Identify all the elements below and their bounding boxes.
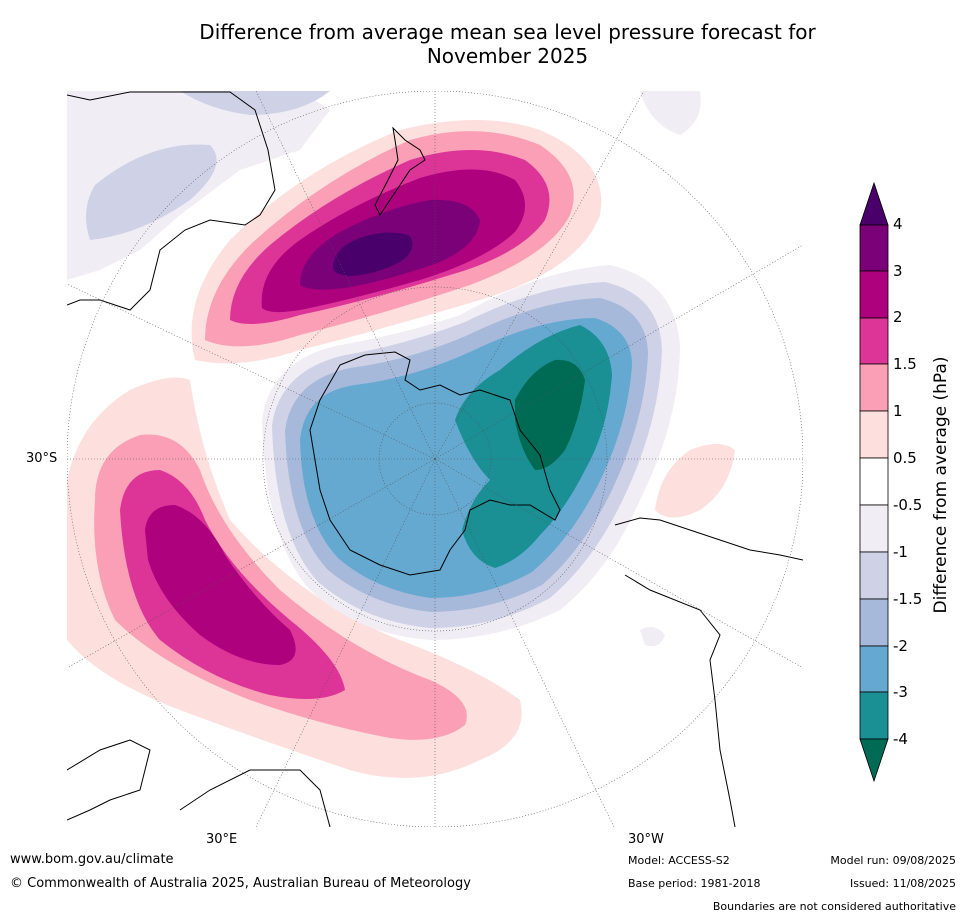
footer-copyright: © Commonwealth of Australia 2025, Austra… — [10, 876, 471, 891]
footer-issued: Issued: 11/08/2025 — [849, 877, 956, 890]
colorbar-n05-05 — [859, 457, 889, 506]
colorbar-p3-4 — [859, 224, 889, 272]
colorbar-extend-top — [859, 181, 889, 226]
colorbar-p2-3 — [859, 270, 889, 319]
positive-east-p05 — [655, 444, 735, 518]
graticule — [67, 91, 803, 827]
colorbar-n3-n2 — [859, 645, 889, 693]
colorbar-n15-n1 — [859, 551, 889, 600]
coast-australia — [67, 91, 276, 311]
negative-region-northeast — [640, 91, 701, 135]
title-line-2: November 2025 — [426, 44, 589, 68]
colorbar-tick-neg-1-5: -1.5 — [893, 590, 923, 608]
colorbar-tick-4: 4 — [893, 215, 903, 233]
map-field — [67, 91, 803, 827]
coast-antarctica — [309, 351, 561, 576]
colorbar-n2-n15 — [859, 598, 889, 647]
coast-south-america — [614, 517, 803, 827]
lat-label-30s: 30°S — [26, 451, 58, 466]
colorbar — [859, 181, 889, 783]
title-line-1: Difference from average mean sea level p… — [199, 20, 816, 44]
footer-disclaimer: Boundaries are not considered authoritat… — [712, 900, 956, 913]
footer-website: www.bom.gov.au/climate — [10, 852, 174, 867]
chart-title: Difference from average mean sea level p… — [100, 20, 915, 68]
colorbar-tick-1-5: 1.5 — [893, 355, 917, 373]
negative-region-north — [180, 91, 330, 115]
colorbar-extend-bottom — [859, 738, 889, 783]
colorbar-n1-n05 — [859, 504, 889, 553]
colorbar-tick-2: 2 — [893, 308, 903, 326]
colorbar-tick-1: 1 — [893, 402, 903, 420]
colorbar-p15-2 — [859, 317, 889, 365]
lon-label-30w: 30°W — [628, 832, 664, 847]
colorbar-p1-15 — [859, 363, 889, 412]
footer-base-period: Base period: 1981-2018 — [628, 877, 761, 890]
colorbar-tick-neg-1: -1 — [893, 543, 908, 561]
colorbar-tick-neg-3: -3 — [893, 683, 908, 701]
negative-region-east-small — [640, 626, 665, 647]
footer-model-run: Model run: 09/08/2025 — [830, 854, 956, 867]
footer-model: Model: ACCESS-S2 — [628, 854, 730, 867]
coast-new-zealand — [374, 126, 426, 216]
positive-ne-p4 — [333, 232, 413, 276]
colorbar-tick-neg-2: -2 — [893, 637, 908, 655]
coast-africa — [67, 739, 331, 827]
positive-sw-p2 — [145, 505, 296, 665]
colorbar-tick-neg-0-5: -0.5 — [893, 496, 923, 514]
colorbar-p05-1 — [859, 410, 889, 459]
coastlines — [67, 91, 803, 827]
colorbar-tick-3: 3 — [893, 262, 903, 280]
colorbar-tick-0-5: 0.5 — [893, 449, 917, 467]
negative-antarctic-n4 — [515, 359, 585, 470]
colorbar-n4-n3 — [859, 691, 889, 740]
colorbar-tick-neg-4: -4 — [893, 730, 908, 748]
colorbar-title: Difference from average (hPa) — [931, 356, 951, 614]
negative-region-northwest-inner — [86, 144, 217, 240]
lon-label-30e: 30°E — [206, 832, 238, 847]
